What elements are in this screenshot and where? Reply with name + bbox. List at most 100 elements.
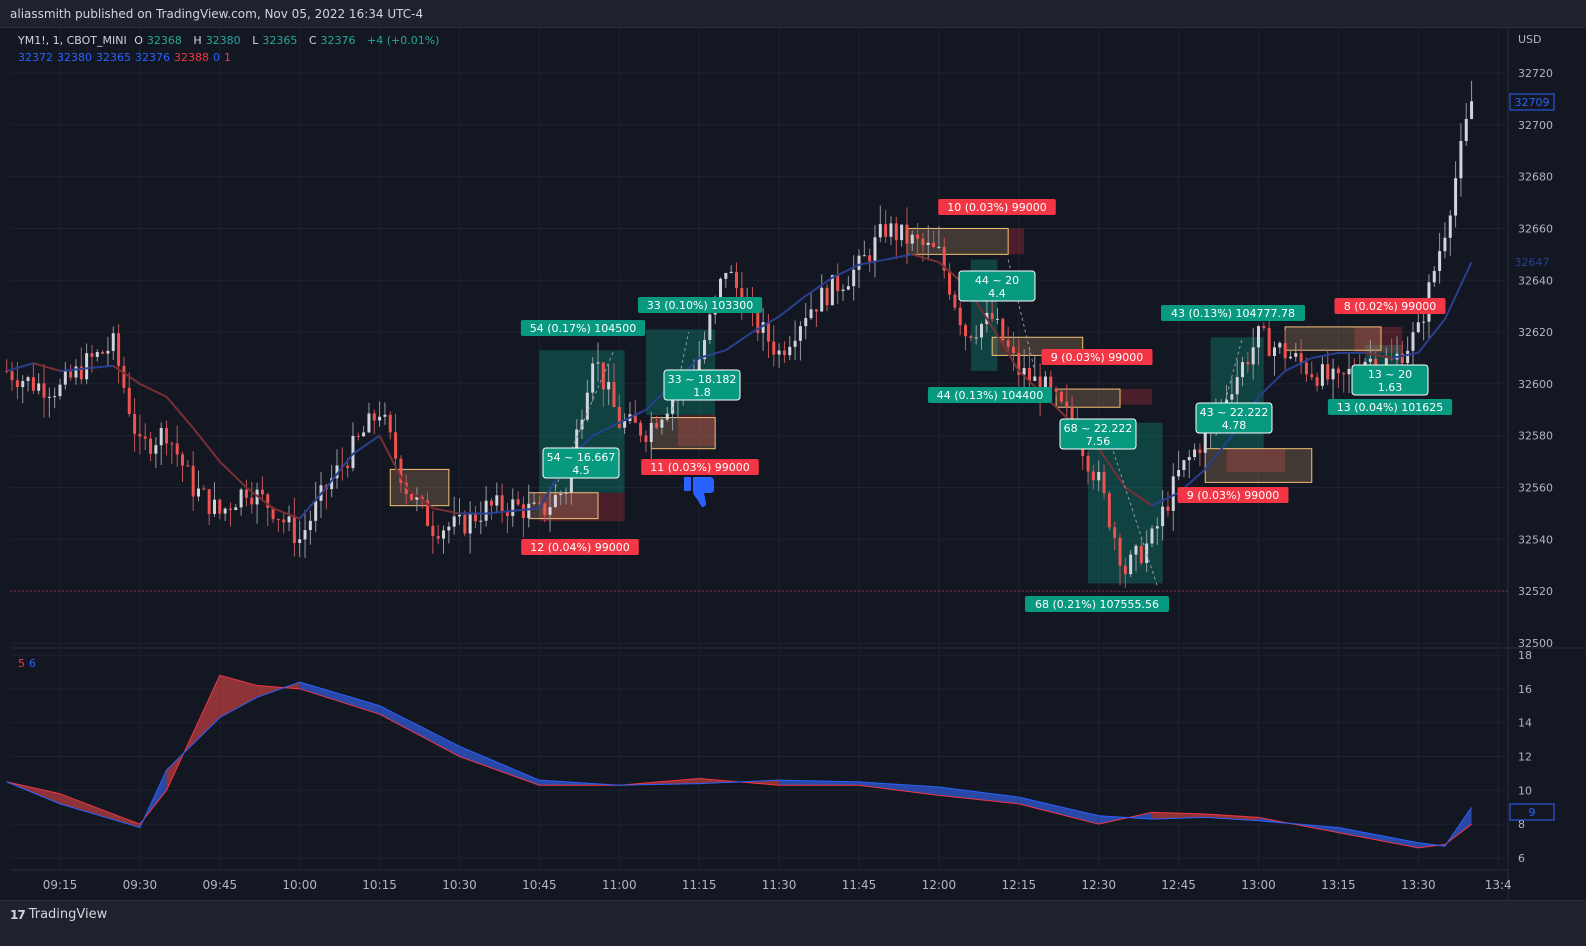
footer-bar (0, 900, 1586, 946)
order-block (528, 492, 599, 520)
candle-body (15, 380, 19, 388)
thumbs-down-cuff (684, 477, 691, 491)
risk-reward-label: 44 ~ 204.4 (958, 270, 1036, 302)
candle-body (1011, 346, 1015, 354)
candle-body (916, 234, 920, 239)
candle-body (921, 238, 925, 245)
osc-tick-label: 12 (1518, 751, 1532, 764)
risk-reward-line1: 43 ~ 22.222 (1200, 406, 1269, 419)
trade-loss-label: 9 (0.03%) 99000 (1041, 349, 1153, 365)
candle-body (846, 286, 850, 290)
low-label: L (252, 34, 259, 47)
moving-average-segment (725, 331, 754, 352)
candle-body (777, 350, 781, 355)
trade-label-text: 9 (0.03%) 99000 (1187, 489, 1280, 502)
candle-body (937, 246, 941, 248)
tradingview-logo: 17 TradingView (10, 907, 107, 922)
candle-body (655, 422, 659, 428)
candle-body (47, 396, 51, 398)
time-tick-label: 11:00 (602, 878, 637, 892)
position-zone (539, 492, 625, 522)
trade-label-text: 54 (0.17%) 104500 (530, 322, 637, 335)
candle-body (484, 500, 488, 521)
osc-band-segment (1205, 814, 1259, 821)
candle-body (431, 525, 435, 537)
moving-average-segment (1391, 351, 1419, 359)
position-zone (1354, 326, 1403, 353)
indicator-value: 0 (213, 51, 220, 64)
candle-body (852, 269, 856, 287)
candle-body (905, 224, 909, 244)
trade-label-text: 43 (0.13%) 104777.78 (1171, 307, 1295, 320)
candle-body (974, 337, 978, 339)
candle-body (719, 278, 723, 298)
candle-body (410, 494, 414, 500)
candle-body (170, 443, 174, 445)
open-label: O (134, 34, 143, 47)
open-value: 32368 (146, 34, 182, 47)
candle-body (591, 363, 595, 393)
candle-body (159, 428, 163, 446)
candle-body (244, 489, 248, 498)
candle-body (836, 275, 840, 291)
candle-body (633, 414, 637, 423)
candle-body (458, 514, 461, 517)
osc-band-segment (1338, 827, 1419, 848)
candle-body (1054, 388, 1058, 392)
candle-body (223, 508, 227, 514)
candle-body (1070, 407, 1074, 424)
moving-average-segment (1097, 448, 1127, 489)
candle-body (196, 488, 200, 497)
candle-body (1432, 270, 1436, 283)
indicator-value: 32372 (18, 51, 53, 64)
trade-label-bg (1161, 305, 1305, 321)
candle-body (266, 494, 270, 508)
candle-body (521, 504, 525, 519)
candle-body (58, 384, 62, 397)
candle-body (788, 346, 792, 356)
moving-average-segment (1257, 370, 1286, 398)
symbol-label[interactable]: YM1!, 1, CBOT_MINI (18, 34, 127, 47)
osc-band-segment (299, 682, 380, 715)
candle-body (133, 414, 137, 434)
osc-band-segment (1018, 797, 1099, 825)
time-tick-label: 09:30 (123, 878, 158, 892)
candle-body (1006, 340, 1010, 347)
candle-body (1033, 376, 1037, 381)
tradingview-wordmark: TradingView (28, 907, 108, 922)
candle-body (857, 255, 861, 270)
candle-body (697, 359, 701, 373)
candle-body (969, 336, 973, 338)
moving-average-segment (1444, 261, 1473, 320)
candle-body (388, 414, 392, 433)
oscillator-param: 6 (29, 657, 36, 670)
moving-average-segment (112, 364, 141, 385)
trade-label-text: 44 (0.13%) 104400 (937, 389, 1044, 402)
candle-body (1081, 445, 1085, 457)
osc-band-segment (459, 746, 540, 786)
osc-current-label: 9 (1529, 806, 1536, 819)
indicator-value: 32365 (96, 51, 131, 64)
trade-label-text: 33 (0.10%) 103300 (647, 299, 754, 312)
chart-area[interactable]: 32720 32700 32680 32660 32640 32620 32600 32580… (0, 28, 1586, 900)
moving-average-segment (778, 295, 807, 318)
candle-body (1001, 318, 1005, 341)
candle-body (260, 489, 264, 495)
candle-body (1448, 215, 1452, 238)
candle-body (703, 339, 707, 360)
risk-reward-label: 13 ~ 201.63 (1351, 364, 1429, 396)
candle-body (239, 489, 243, 508)
candle-body (1347, 368, 1351, 375)
candle-body (980, 324, 984, 338)
trade-win-label: 33 (0.10%) 103300 (637, 297, 763, 313)
ohlc-legend: YM1!, 1, CBOT_MINI O 32368 H 32380 L 32365 … (18, 34, 443, 47)
candle-body (1288, 356, 1292, 359)
candle-body (564, 492, 568, 494)
risk-reward-line2: 4.4 (988, 287, 1006, 300)
risk-reward-bg (1351, 364, 1429, 396)
price-tick-label: 32660 (1518, 222, 1553, 235)
candle-body (308, 520, 312, 531)
candle-body (932, 242, 936, 247)
